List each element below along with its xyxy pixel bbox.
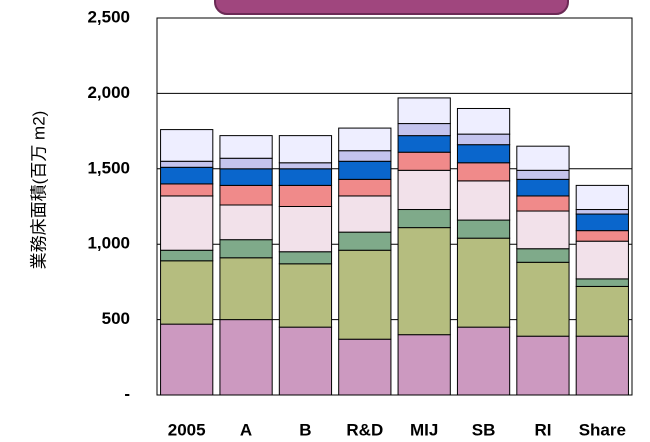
bar-segment — [278, 326, 333, 396]
bar-segment — [338, 127, 392, 152]
bar-segment — [575, 230, 629, 242]
bar-segment — [397, 97, 451, 125]
bar-segment — [456, 180, 511, 221]
bar-segment — [397, 123, 451, 137]
bar-segment — [219, 168, 273, 186]
bar-segment — [338, 178, 392, 197]
x-tick-label: 2005 — [168, 420, 206, 439]
y-tick-label: 1,500 — [87, 158, 130, 177]
bar-segment — [338, 150, 392, 162]
bar-segment — [456, 237, 511, 328]
bar-segment — [160, 249, 214, 262]
bar-segment — [456, 107, 511, 135]
bar-segment — [575, 285, 629, 337]
y-tick-label: 500 — [102, 309, 130, 328]
bar-segment — [278, 251, 333, 265]
bar-segment — [278, 184, 333, 207]
bar-segment — [160, 166, 214, 185]
bar-segment — [278, 263, 333, 328]
bar-segment — [338, 338, 392, 396]
bar-segment — [219, 157, 273, 170]
bar-segment — [397, 334, 451, 396]
bar-segment — [516, 210, 570, 250]
bar-segment — [516, 169, 570, 180]
bar-segment — [575, 278, 629, 287]
x-tick-label: R&D — [346, 420, 383, 439]
bar-segment — [516, 335, 570, 396]
bar-segment — [160, 323, 214, 396]
bar-segment — [219, 257, 273, 321]
bar-segment — [456, 133, 511, 146]
bar-segment — [278, 168, 333, 186]
bar-segment — [516, 145, 570, 171]
bar-segment — [160, 129, 214, 162]
x-tick-label: A — [240, 420, 252, 439]
y-tick-label: - — [124, 384, 130, 403]
bar-segment — [397, 151, 451, 171]
bar-segment — [160, 260, 214, 325]
bar-segment — [516, 248, 570, 263]
bar-segment — [397, 227, 451, 336]
bar-segment — [338, 195, 392, 233]
bar-segment — [160, 160, 214, 168]
bar-segment — [338, 160, 392, 180]
bar-segment — [575, 335, 629, 396]
bar-segment — [575, 209, 629, 215]
bar-segment — [516, 261, 570, 337]
y-tick-label: 2,000 — [87, 83, 130, 102]
bar-segment — [456, 144, 511, 164]
bar-segment — [219, 319, 273, 396]
bar-segment — [160, 183, 214, 197]
bar-segment — [516, 178, 570, 197]
x-tick-label: Share — [579, 420, 626, 439]
y-tick-label: 2,500 — [87, 7, 130, 26]
bar-segment — [338, 231, 392, 251]
bar-segment — [278, 206, 333, 253]
x-tick-label: B — [299, 420, 311, 439]
bar-segment — [397, 209, 451, 229]
bar-segment — [219, 135, 273, 159]
y-tick-label: 1,000 — [87, 234, 130, 253]
bar-segment — [456, 219, 511, 239]
bar-segment — [160, 195, 214, 251]
y-axis-label: 業務床面積(百万 m2) — [29, 111, 48, 270]
bar-segment — [456, 326, 511, 396]
x-tick-label: RI — [534, 420, 551, 439]
bar-segment — [219, 184, 273, 206]
bar-segment — [397, 135, 451, 153]
bar-segment — [219, 204, 273, 241]
bar-segment — [278, 162, 333, 170]
bar-segment — [575, 240, 629, 280]
title-box — [214, 0, 569, 15]
bar-segment — [278, 135, 333, 164]
bar-segment — [397, 169, 451, 211]
x-tick-label: MIJ — [410, 420, 438, 439]
bar-segment — [575, 213, 629, 232]
bar-segment — [456, 162, 511, 182]
bar-segment — [219, 239, 273, 259]
bar-segment — [516, 195, 570, 212]
bar-segment — [575, 184, 629, 211]
x-tick-label: SB — [472, 420, 496, 439]
bar-segment — [338, 249, 392, 340]
